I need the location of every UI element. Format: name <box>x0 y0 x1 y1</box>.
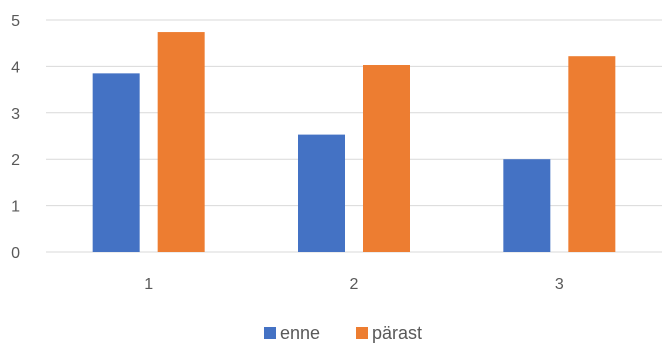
bar-enne-2 <box>298 134 345 252</box>
bar-pärast-2 <box>363 65 410 253</box>
x-axis-tick-labels: 1 2 3 <box>144 276 564 293</box>
y-tick-label: 1 <box>11 199 20 216</box>
x-tick-label: 1 <box>144 276 153 293</box>
legend-swatch-enne <box>264 327 276 339</box>
legend: enne pärast <box>264 323 422 343</box>
bar-enne-1 <box>92 73 140 252</box>
y-axis-tick-labels: 0 1 2 3 4 5 <box>11 13 20 262</box>
bar-pärast-3 <box>568 56 616 252</box>
y-tick-label: 0 <box>11 245 20 262</box>
gridlines <box>46 19 662 253</box>
x-tick-label: 3 <box>555 276 564 293</box>
y-tick-label: 3 <box>11 106 20 123</box>
y-tick-label: 4 <box>11 59 20 76</box>
x-tick-label: 2 <box>350 276 359 293</box>
bar-pärast-1 <box>157 32 205 253</box>
bars <box>92 32 616 253</box>
bar-enne-3 <box>503 159 551 252</box>
legend-swatch-pärast <box>356 327 368 339</box>
legend-label-pärast: pärast <box>372 323 422 343</box>
legend-label-enne: enne <box>280 323 320 343</box>
y-tick-label: 5 <box>11 13 20 30</box>
y-tick-label: 2 <box>11 152 20 169</box>
